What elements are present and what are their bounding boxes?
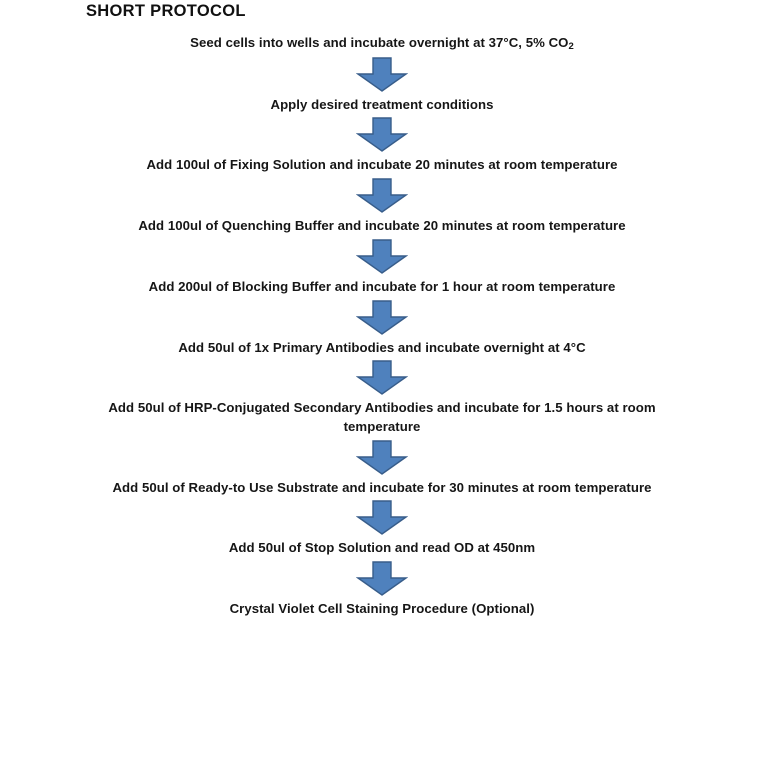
arrow-down-icon — [356, 500, 408, 536]
protocol-step-5: Add 200ul of Blocking Buffer and incubat… — [148, 278, 616, 294]
arrow-down-icon — [356, 117, 408, 153]
protocol-step-9: Add 50ul of Stop Solution and read OD at… — [228, 540, 536, 556]
flow-arrow-6 — [0, 357, 764, 399]
flow-arrow-2 — [0, 114, 764, 156]
protocol-step-3: Add 100ul of Fixing Solution and incubat… — [146, 157, 618, 173]
arrow-down-icon — [356, 239, 408, 274]
page-title: SHORT PROTOCOL — [86, 2, 246, 20]
flow-arrow-8 — [0, 497, 764, 539]
flow-arrow-7 — [0, 437, 764, 479]
protocol-step-1-subscript: 2 — [568, 41, 574, 53]
protocol-step-1: Seed cells into wells and incubate overn… — [32, 34, 732, 54]
protocol-step-1-text: Seed cells into wells and incubate overn… — [190, 35, 569, 50]
arrow-down-icon — [356, 299, 408, 335]
protocol-step-2: Apply desired treatment conditions — [270, 96, 494, 112]
arrow-down-icon — [356, 56, 408, 92]
protocol-step-7: Add 50ul of HRP-Conjugated Secondary Ant… — [108, 400, 656, 434]
arrow-down-icon — [356, 440, 408, 475]
flow-arrow-1 — [0, 54, 764, 96]
protocol-step-4: Add 100ul of Quenching Buffer and incuba… — [138, 218, 626, 234]
flow-arrow-5 — [0, 297, 764, 339]
flow-arrow-4 — [0, 236, 764, 278]
flow-arrow-3 — [0, 175, 764, 217]
arrow-down-icon — [356, 360, 408, 396]
arrow-down-icon — [356, 561, 408, 597]
protocol-step-8: Add 50ul of Ready-to Use Substrate and i… — [112, 479, 652, 495]
protocol-flow-container: Seed cells into wells and incubate overn… — [0, 34, 764, 619]
flow-arrow-9 — [0, 558, 764, 600]
protocol-step-10: Crystal Violet Cell Staining Procedure (… — [229, 601, 535, 617]
protocol-step-6: Add 50ul of 1x Primary Antibodies and in… — [178, 339, 586, 355]
arrow-down-icon — [356, 178, 408, 213]
